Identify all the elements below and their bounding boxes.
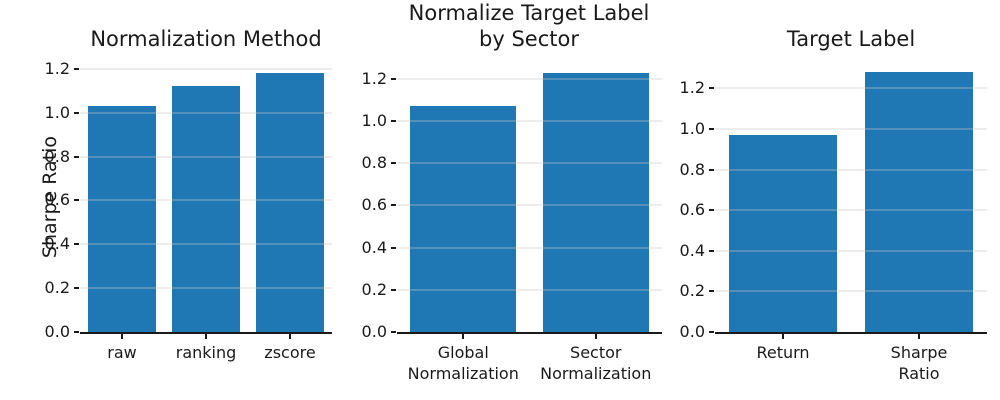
y-tick-label: 0.4	[44, 234, 70, 254]
y-tick-mark	[391, 204, 396, 207]
plot-area-normalize-by-sector	[397, 60, 662, 334]
y-tick-mark	[74, 155, 79, 158]
y-tick-mark	[391, 162, 396, 165]
y-tick-mark	[709, 331, 714, 333]
gridline-y-0.4	[715, 249, 987, 252]
y-tick-mark	[391, 288, 396, 291]
plot-area-target-label	[715, 60, 987, 334]
y-tick-label: 0.2	[679, 281, 705, 301]
y-tick-mark	[709, 168, 714, 171]
gridline-y-1.2	[715, 87, 987, 90]
y-tick-label: 1.0	[44, 102, 70, 122]
gridline-y-0.4	[80, 243, 332, 246]
chart-title-normalization-method: Normalization Method	[90, 27, 322, 51]
x-tick-label-return: Return	[756, 343, 810, 362]
x-tick-label-sector-normalization: Sector Normalization	[540, 343, 652, 383]
y-tick-label: 0.6	[679, 200, 705, 220]
bar-zscore	[256, 73, 324, 332]
x-tick-mark	[205, 334, 207, 339]
gridline-y-1.0	[80, 111, 332, 114]
x-tick-label-sharpe-ratio: Sharpe Ratio	[890, 343, 948, 383]
gridline-y-0.4	[397, 246, 662, 249]
gridline-y-0.2	[715, 290, 987, 293]
x-tick-mark	[594, 334, 597, 339]
y-tick-label: 0.8	[361, 153, 387, 173]
y-tick-mark	[74, 67, 79, 70]
y-tick-label: 1.2	[44, 58, 70, 78]
y-tick-mark	[74, 243, 79, 246]
gridline-y-0.8	[715, 168, 987, 171]
gridline-y-1.2	[397, 77, 662, 80]
y-tick-mark	[74, 199, 79, 202]
y-tick-mark	[709, 87, 714, 90]
gridline-y-1.2	[80, 67, 332, 70]
y-tick-mark	[391, 77, 396, 80]
y-tick-label: 1.2	[679, 78, 705, 98]
y-tick-label: 1.0	[361, 111, 387, 131]
chart-title-target-label: Target Label	[786, 27, 916, 51]
y-tick-mark	[74, 331, 79, 333]
y-tick-mark	[709, 249, 714, 252]
gridline-y-0.2	[397, 288, 662, 291]
y-tick-mark	[709, 290, 714, 293]
y-tick-label: 0.2	[361, 279, 387, 299]
x-tick-mark	[121, 334, 123, 339]
bar-raw	[88, 106, 156, 332]
x-tick-label-raw: raw	[107, 343, 137, 362]
gridline-y-0.8	[80, 155, 332, 158]
gridline-y-0.6	[397, 204, 662, 207]
x-tick-mark	[462, 334, 465, 339]
bar-global-normalization	[410, 106, 517, 332]
y-tick-label: 1.2	[361, 68, 387, 88]
gridline-y-0.8	[397, 162, 662, 165]
x-tick-mark	[289, 334, 291, 339]
y-tick-mark	[391, 246, 396, 249]
x-tick-mark	[782, 334, 784, 339]
y-tick-label: 0.6	[44, 190, 70, 210]
x-tick-label-global-normalization: Global Normalization	[407, 343, 519, 383]
y-tick-label: 0.2	[44, 278, 70, 298]
y-tick-mark	[74, 287, 79, 290]
gridline-y-0.6	[715, 209, 987, 212]
y-tick-label: 0.0	[679, 322, 705, 341]
y-tick-label: 0.4	[361, 237, 387, 257]
y-tick-mark	[391, 331, 396, 333]
y-tick-label: 0.4	[679, 240, 705, 260]
gridline-y-0.2	[80, 287, 332, 290]
bar-ranking	[172, 86, 240, 332]
x-tick-label-ranking: ranking	[175, 343, 237, 362]
y-tick-label: 0.8	[679, 159, 705, 179]
y-tick-mark	[709, 128, 714, 130]
gridline-y-1.0	[397, 120, 662, 123]
y-tick-label: 1.0	[679, 119, 705, 138]
y-tick-label: 0.6	[361, 195, 387, 215]
y-tick-mark	[391, 120, 396, 123]
y-tick-label: 0.8	[44, 146, 70, 166]
x-tick-mark	[918, 334, 920, 339]
chart-title-normalize-by-sector: Normalize Target Label by Sector	[408, 1, 650, 51]
y-tick-mark	[74, 111, 79, 114]
y-tick-mark	[709, 209, 714, 212]
y-tick-label: 0.0	[361, 322, 387, 341]
bar-return	[728, 135, 838, 332]
x-tick-label-zscore: zscore	[264, 343, 316, 362]
plot-area-normalization-method	[80, 60, 332, 334]
gridline-y-0.6	[80, 199, 332, 202]
y-tick-label: 0.0	[44, 322, 70, 341]
bar-sector-normalization	[542, 72, 649, 332]
bar-sharpe-ratio	[864, 72, 974, 332]
gridline-y-1.0	[715, 128, 987, 130]
